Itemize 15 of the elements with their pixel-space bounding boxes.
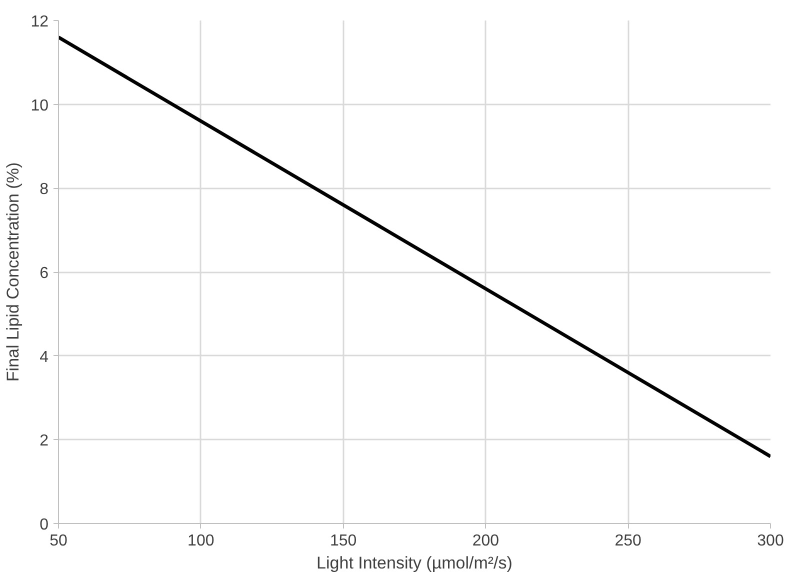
x-tick-label: 300 [757,532,784,550]
y-tick-label: 12 [30,14,49,30]
x-tick-label: 200 [472,532,500,550]
x-tick-label: 150 [330,532,357,550]
x-tick-label: 50 [50,532,68,550]
x-tick-label: 250 [614,532,642,550]
y-tick-label: 4 [40,348,49,366]
x-tick-label: 100 [188,532,214,550]
y-tick-label: 6 [40,265,49,282]
x-axis-title: Light Intensity (µmol/m²/s) [316,554,512,572]
y-tick-label: 10 [30,97,49,114]
y-tick-label: 8 [40,181,49,198]
y-tick-label: 0 [40,516,49,534]
y-axis-title: Final Lipid Concentration (%) [4,162,23,382]
y-tick-label: 2 [40,432,49,450]
